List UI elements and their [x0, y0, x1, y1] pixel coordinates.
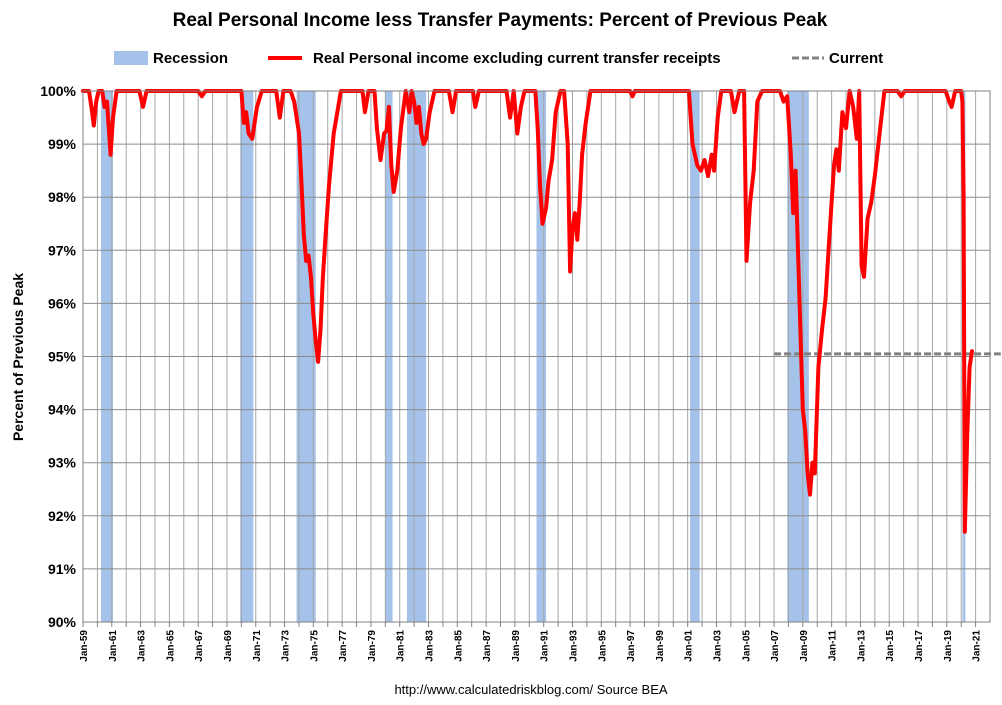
x-tick-label: Jan-93 — [568, 630, 579, 662]
x-tick-label: Jan-61 — [108, 630, 119, 662]
y-tick-label: 99% — [48, 136, 77, 152]
x-tick-label: Jan-91 — [540, 630, 551, 662]
y-tick-label: 97% — [48, 242, 77, 258]
series-line-income — [81, 89, 974, 534]
x-tick-label: Jan-01 — [684, 630, 695, 662]
x-tick-label: Jan-89 — [511, 630, 522, 662]
y-tick-label: 90% — [48, 614, 77, 630]
x-tick-label: Jan-99 — [655, 630, 666, 662]
y-tick-label: 91% — [48, 561, 77, 577]
x-tick-label: Jan-73 — [281, 630, 292, 662]
x-tick-label: Jan-65 — [165, 630, 176, 662]
legend: Recession Real Personal income excluding… — [114, 50, 883, 67]
x-tick-label: Jan-63 — [137, 630, 148, 662]
y-tick-label: 96% — [48, 295, 77, 311]
x-tick-label: Jan-19 — [943, 630, 954, 662]
x-tick-label: Jan-95 — [597, 630, 608, 662]
y-tick-label: 95% — [48, 349, 77, 365]
x-tick-label: Jan-81 — [396, 630, 407, 662]
x-tick-label: Jan-03 — [712, 630, 723, 662]
y-axis-label: Percent of Previous Peak — [10, 273, 26, 441]
x-tick-label: Jan-17 — [914, 630, 925, 662]
x-tick-label: Jan-79 — [367, 630, 378, 662]
plot-border — [82, 90, 991, 623]
legend-current-label: Current — [829, 50, 883, 67]
x-tick-label: Jan-75 — [309, 630, 320, 662]
x-tick-label: Jan-05 — [741, 630, 752, 662]
x-tick-label: Jan-09 — [799, 630, 810, 662]
series-group — [81, 89, 974, 534]
x-tick-label: Jan-77 — [338, 630, 349, 662]
y-tick-label: 93% — [48, 455, 77, 471]
x-tick-label: Jan-71 — [252, 630, 263, 662]
y-tick-label: 98% — [48, 189, 77, 205]
y-tick-label: 92% — [48, 508, 77, 524]
x-tick-label: Jan-15 — [885, 630, 896, 662]
x-tick-label: Jan-69 — [223, 630, 234, 662]
legend-recession-label: Recession — [153, 50, 228, 67]
legend-recession-swatch — [114, 51, 148, 65]
x-tick-label: Jan-59 — [79, 630, 90, 662]
y-tick-label: 100% — [40, 83, 76, 99]
x-tick-label: Jan-13 — [856, 630, 867, 662]
x-tick-labels: Jan-59 Jan-61 Jan-63 Jan-65 Jan-67 Jan-69 Jan-… — [79, 622, 983, 662]
x-tick-label: Jan-97 — [626, 630, 637, 662]
x-tick-label: Jan-87 — [482, 630, 493, 662]
x-tick-label: Jan-07 — [770, 630, 781, 662]
y-tick-label: 94% — [48, 402, 77, 418]
x-tick-label: Jan-21 — [972, 630, 983, 662]
x-tick-label: Jan-83 — [425, 630, 436, 662]
x-tick-label: Jan-67 — [194, 630, 205, 662]
y-tick-labels: 90% 91% 92% 93% 94% 95% 96% 97% 98% 99% 100% — [40, 83, 76, 630]
chart-title: Real Personal Income less Transfer Payme… — [173, 10, 828, 31]
legend-income-label: Real Personal income excluding current t… — [313, 50, 721, 67]
source-note: http://www.calculatedriskblog.com/ Sourc… — [394, 682, 667, 697]
x-tick-label: Jan-85 — [453, 630, 464, 662]
x-tick-label: Jan-11 — [828, 630, 839, 662]
